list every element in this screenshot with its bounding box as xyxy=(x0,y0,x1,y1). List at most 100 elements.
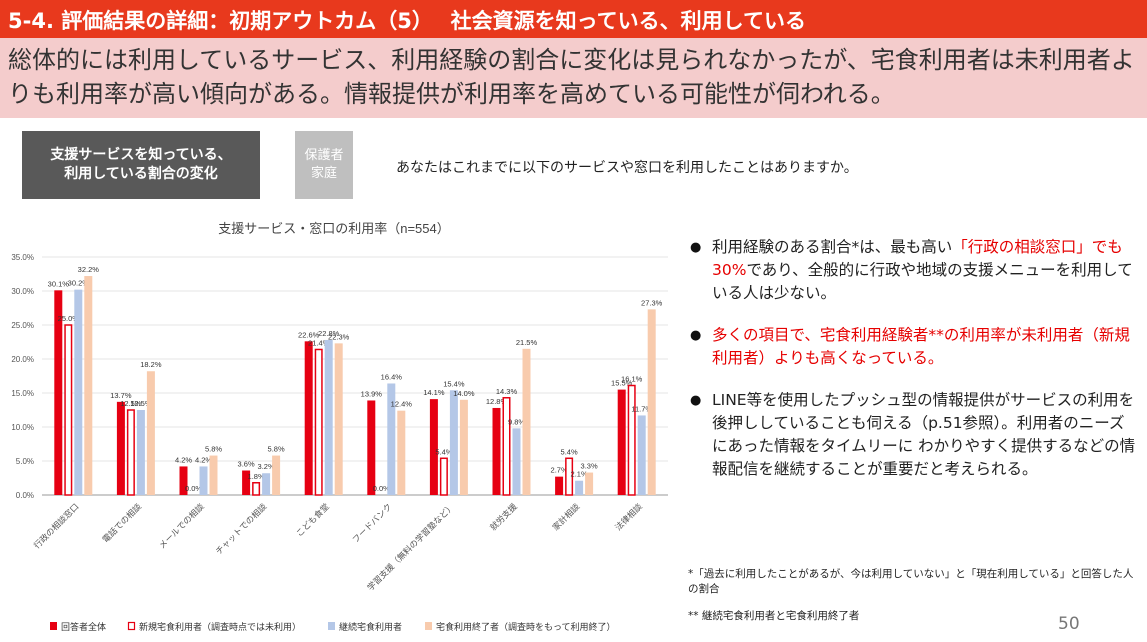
x-tick-label: 就労支援 xyxy=(488,501,519,532)
data-label: 30.1% xyxy=(48,279,70,288)
topic-box: 支援サービスを知っている、 利用している割合の変化 xyxy=(22,131,260,199)
bar xyxy=(367,400,376,495)
y-tick-label: 30.0% xyxy=(11,287,34,296)
data-label: 5.4% xyxy=(435,447,452,456)
y-tick-label: 35.0% xyxy=(11,253,34,262)
footnote-1: *「過去に利用したことがあるが、今は利用していない」と「現在利用している」と回答… xyxy=(688,568,1134,595)
bar xyxy=(585,472,594,495)
bar xyxy=(304,341,313,495)
data-label: 13.9% xyxy=(361,389,383,398)
legend-swatch xyxy=(425,622,432,630)
legend-label: 新規宅食利用者（調査時点では未利用） xyxy=(139,621,301,632)
legend-label: 回答者全体 xyxy=(61,621,106,632)
data-label: 4.2% xyxy=(195,455,212,464)
bar xyxy=(387,383,396,495)
legend-swatch xyxy=(127,621,136,631)
data-label: 2.1% xyxy=(571,470,588,479)
legend-swatch xyxy=(328,622,335,630)
footnote-2: ** 継続宅食利用者と宅食利用終了者 xyxy=(688,610,860,622)
y-tick-label: 10.0% xyxy=(11,423,34,432)
survey-question: あなたはこれまでに以下のサービスや窓口を利用したことはありますか。 xyxy=(396,160,858,176)
bar xyxy=(555,476,564,495)
bar xyxy=(492,407,501,495)
bar xyxy=(439,457,448,496)
topic-line-1: 支援サービスを知っている、 xyxy=(50,147,232,163)
data-label: 12.5% xyxy=(130,399,152,408)
summary-text: 総体的には利用しているサービス、利用経験の割合に変化は見られなかったが、宅食利用… xyxy=(8,46,1135,108)
bar xyxy=(522,348,531,495)
y-tick-label: 0.0% xyxy=(16,491,34,500)
x-tick-label: メールでの相談 xyxy=(157,501,206,550)
bar xyxy=(512,428,521,495)
bar xyxy=(146,371,155,495)
bar xyxy=(209,455,218,495)
data-label: 11.7% xyxy=(631,404,652,413)
data-label: 16.1% xyxy=(621,375,643,384)
data-label: 12.5% xyxy=(120,399,142,408)
bar xyxy=(575,480,584,495)
y-tick-label: 5.0% xyxy=(16,457,34,466)
data-label: 3.6% xyxy=(238,460,255,469)
data-label: 30.2% xyxy=(68,279,90,288)
x-tick-label: 家計相談 xyxy=(550,501,581,532)
data-label: 0.0% xyxy=(373,484,390,493)
data-label: 3.2% xyxy=(258,462,275,471)
x-tick-label: フードバンク xyxy=(350,501,393,544)
bar xyxy=(199,466,208,495)
finding-1: 利用経験のある割合*は、最も高い「行政の相談窓口」でも30%であり、全般的に行政… xyxy=(690,236,1140,305)
title-bar: 5-4. 評価結果の詳細：初期アウトカム（5） 社会資源を知っている、利用してい… xyxy=(0,0,1147,38)
bar xyxy=(502,397,511,496)
bar xyxy=(272,455,281,495)
bar xyxy=(449,390,458,495)
bar-chart: 支援サービス・窓口の利用率（n=554） 0.0% 5.0% 10.0% 15.0% 20… xyxy=(11,221,668,632)
data-label: 3.3% xyxy=(581,462,598,471)
data-label: 5.8% xyxy=(268,445,285,454)
x-tick-label: 法律相談 xyxy=(613,501,644,532)
x-tick-label: 行政の相談窓口 xyxy=(32,501,81,550)
data-label: 22.3% xyxy=(328,332,350,341)
data-label: 2.7% xyxy=(551,466,568,475)
y-tick-label: 20.0% xyxy=(11,355,34,364)
target-line-2: 家庭 xyxy=(310,166,337,181)
data-label: 18.2% xyxy=(140,360,162,369)
data-label: 15.4% xyxy=(443,379,465,388)
bar xyxy=(74,289,83,495)
findings-list: 利用経験のある割合*は、最も高い「行政の相談窓口」でも30%であり、全般的に行政… xyxy=(690,236,1140,500)
data-label: 22.8% xyxy=(318,329,340,338)
legend-label: 継続宅食利用者 xyxy=(339,621,402,632)
bar xyxy=(116,401,125,495)
bar xyxy=(179,466,188,495)
bar xyxy=(64,324,73,496)
y-tick-label: 25.0% xyxy=(11,321,34,330)
data-label: 5.8% xyxy=(205,445,222,454)
page-number: 50 xyxy=(1058,614,1080,634)
data-label: 5.4% xyxy=(561,447,578,456)
x-tick-label: こども食堂 xyxy=(294,501,331,538)
bar xyxy=(314,348,323,496)
bar xyxy=(647,309,656,495)
legend-label: 宅食利用終了者（調査時をもって利用終了） xyxy=(436,621,616,632)
finding-1-highlight: 「行政の相談窓口」でも30% xyxy=(712,238,1123,279)
target-box: 保護者 家庭 xyxy=(295,131,353,199)
bar xyxy=(459,399,468,495)
data-label: 0.0% xyxy=(185,484,202,493)
data-label: 12.4% xyxy=(391,400,413,409)
legend-swatch xyxy=(50,622,57,630)
data-label: 13.7% xyxy=(110,391,132,400)
finding-3: LINE等を使用したプッシュ型の情報提供がサービスの利用を後押ししていることも伺… xyxy=(690,389,1140,481)
bar xyxy=(565,457,574,496)
bar xyxy=(54,290,63,495)
data-label: 14.3% xyxy=(496,387,518,396)
bar xyxy=(334,343,343,495)
x-tick-label: チャットでの相談 xyxy=(213,501,268,556)
finding-2: 多くの項目で、宅食利用経験者**の利用率が未利用者（新規利用者）よりも高くなって… xyxy=(690,324,1140,370)
bar xyxy=(324,339,333,495)
data-label: 22.6% xyxy=(298,330,320,339)
data-label: 25.0% xyxy=(58,314,80,323)
bar xyxy=(242,470,251,495)
bar xyxy=(617,389,626,495)
data-label: 14.0% xyxy=(453,389,475,398)
data-label: 4.2% xyxy=(175,455,192,464)
data-label: 21.5% xyxy=(516,338,538,347)
finding-1-post: であり、全般的に行政や地域の支援メニューを利用している人は少ない。 xyxy=(712,261,1133,302)
